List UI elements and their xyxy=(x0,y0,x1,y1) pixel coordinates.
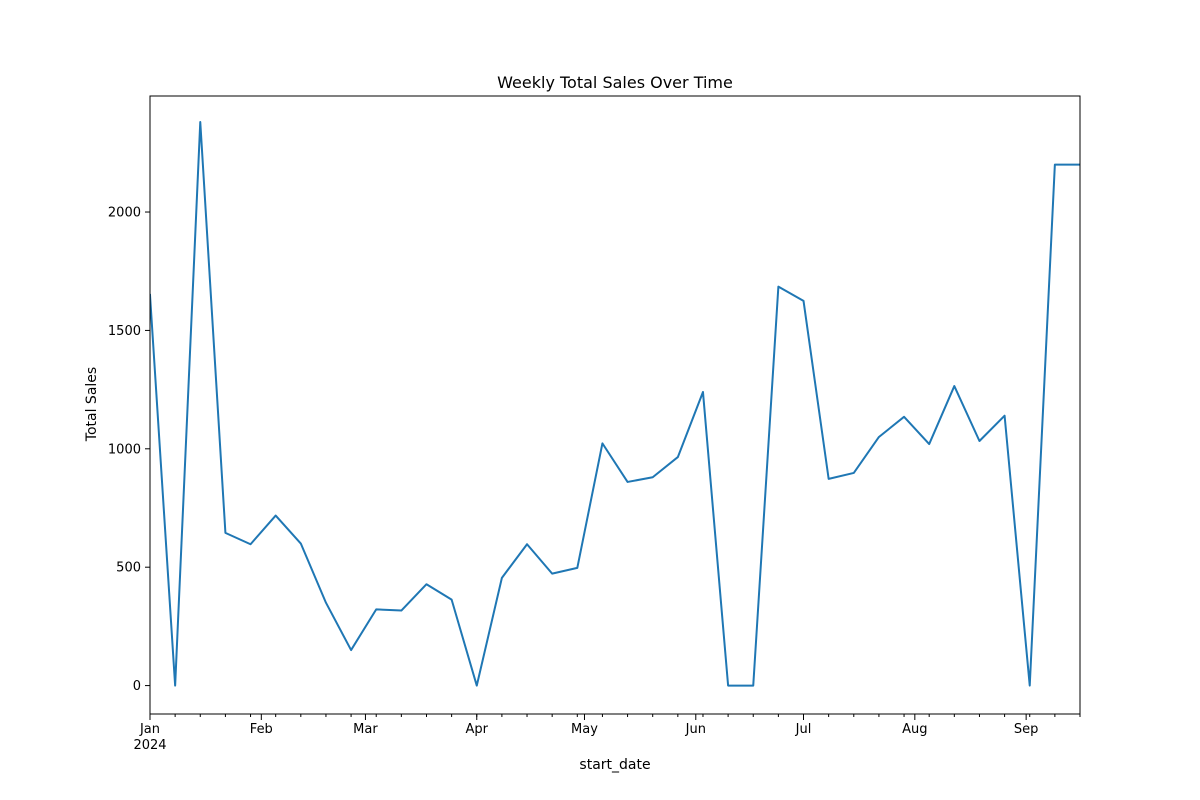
x-tick-label: Mar xyxy=(353,722,378,737)
y-axis-label: Total Sales xyxy=(84,367,100,442)
x-tick-label: Aug xyxy=(902,722,927,737)
x-tick-label: Feb xyxy=(250,722,273,737)
y-axis-ticks: 0 500 1000 1500 2000 xyxy=(108,206,150,694)
chart-title: Weekly Total Sales Over Time xyxy=(497,73,733,92)
y-tick-label: 2000 xyxy=(108,206,141,221)
x-tick-label: Apr xyxy=(466,722,489,737)
x-tick-label: Jul xyxy=(795,722,812,737)
x-tick-sublabel: 2024 xyxy=(133,738,166,753)
x-axis-label: start_date xyxy=(579,757,650,773)
y-tick-label: 1500 xyxy=(108,324,141,339)
x-tick-label: Jan xyxy=(139,722,160,737)
plot-area xyxy=(150,121,1080,687)
axes-frame xyxy=(149,95,1081,715)
y-tick-label: 0 xyxy=(133,679,141,694)
x-tick-label: Sep xyxy=(1014,722,1039,737)
series-line-0 xyxy=(150,121,1080,687)
x-tick-label: Jun xyxy=(685,722,706,737)
y-tick-label: 500 xyxy=(116,561,141,576)
x-tick-label: May xyxy=(571,722,598,737)
y-tick-label: 1000 xyxy=(108,442,141,457)
